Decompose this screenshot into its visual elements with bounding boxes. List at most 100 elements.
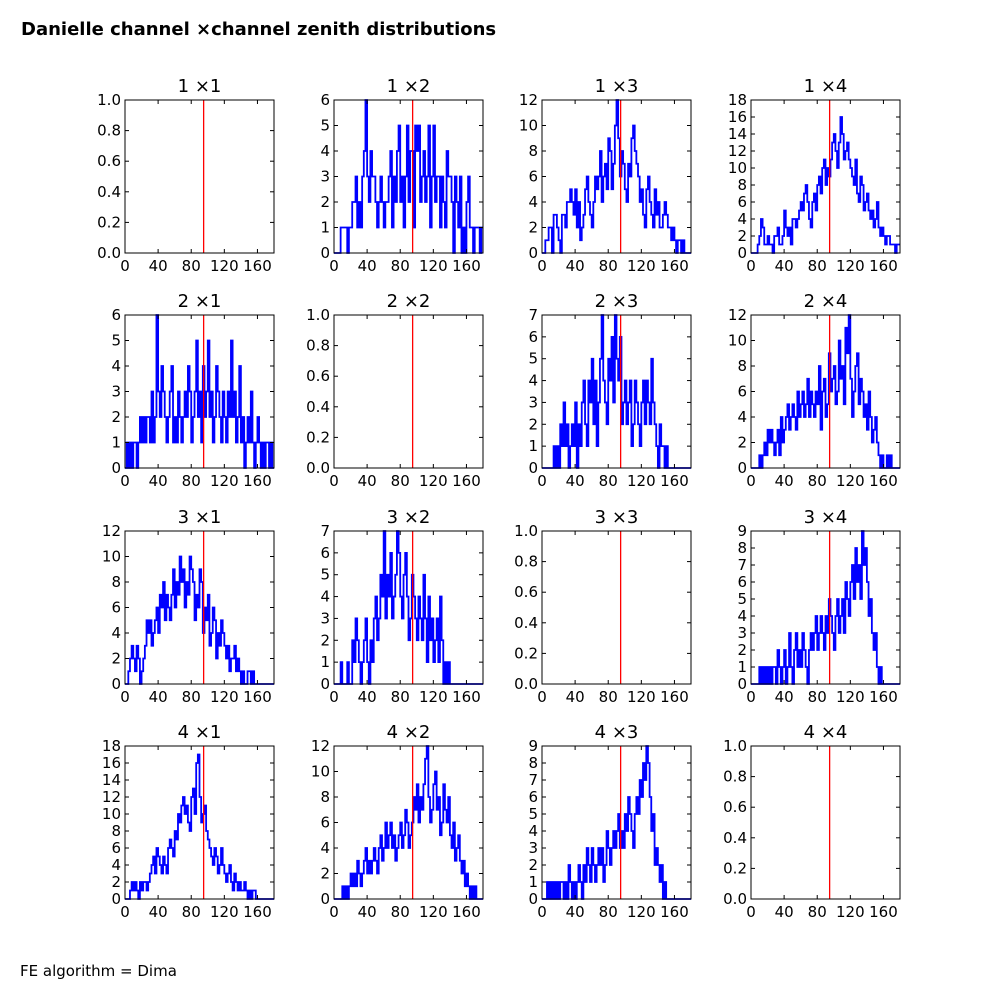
x-tick-label: 120	[836, 903, 865, 921]
x-tick-label: 0	[537, 257, 547, 275]
y-tick-label: 18	[728, 91, 747, 109]
axes-frame	[750, 745, 901, 900]
y-tick-label: 4	[320, 142, 330, 160]
y-tick-label: 5	[737, 590, 747, 608]
x-tick-label: 120	[419, 472, 448, 490]
histogram-line	[751, 314, 900, 469]
histogram-line	[542, 314, 691, 469]
y-tick-label: 7	[737, 556, 747, 574]
y-tick-label: 8	[737, 357, 747, 375]
histogram-line	[334, 530, 483, 685]
y-tick-label: 10	[102, 548, 121, 566]
subplot-title: 1 ×1	[178, 76, 222, 97]
y-tick-label: 4	[737, 408, 747, 426]
y-tick-label: 0	[528, 244, 538, 262]
subplot: 2 ×3 0 40 80 120 160 0 1 2 3 4 5 6 7	[528, 291, 692, 490]
y-tick-label: 2	[320, 631, 330, 649]
subplot-title: 3 ×3	[595, 507, 639, 528]
axes-frame	[541, 530, 692, 685]
y-tick-label: 6	[737, 383, 747, 401]
subplot-title: 2 ×3	[595, 291, 639, 312]
y-tick-label: 14	[728, 125, 747, 143]
y-tick-label: 1	[528, 437, 538, 455]
y-tick-label: 0.2	[97, 213, 121, 231]
x-tick-label: 80	[391, 903, 410, 921]
y-tick-label: 5	[528, 350, 538, 368]
y-tick-label: 8	[737, 176, 747, 194]
figure-title: Danielle channel ×channel zenith distrib…	[21, 19, 497, 40]
y-tick-label: 0	[528, 890, 538, 908]
y-tick-label: 0.0	[514, 675, 538, 693]
subplot-title: 1 ×4	[804, 76, 848, 97]
x-tick-label: 40	[358, 903, 377, 921]
y-tick-label: 6	[320, 814, 330, 832]
y-tick-label: 0.6	[514, 583, 538, 601]
y-tick-label: 2	[528, 219, 538, 237]
x-tick-label: 0	[120, 257, 130, 275]
x-tick-label: 160	[869, 688, 898, 706]
x-tick-label: 120	[627, 688, 656, 706]
y-tick-label: 1.0	[97, 91, 121, 109]
subplot: 4 ×2 0 40 80 120 160 0 2 4 6 8 10 12	[311, 722, 484, 921]
axes-frame	[333, 314, 484, 469]
y-tick-label: 0	[111, 675, 121, 693]
x-tick-label: 160	[243, 903, 272, 921]
y-tick-label: 4	[528, 193, 538, 211]
x-tick-label: 80	[599, 688, 618, 706]
y-tick-label: 8	[111, 822, 121, 840]
x-tick-label: 160	[660, 903, 689, 921]
y-tick-label: 12	[311, 737, 330, 755]
y-tick-label: 1	[320, 653, 330, 671]
y-tick-label: 14	[102, 771, 121, 789]
x-tick-label: 80	[391, 688, 410, 706]
histogram-line	[542, 99, 691, 254]
x-tick-label: 40	[358, 257, 377, 275]
subplot: 1 ×3 0 40 80 120 160 0 2 4 6 8 10 12	[519, 76, 692, 275]
y-tick-label: 0.0	[723, 890, 747, 908]
y-tick-label: 8	[320, 788, 330, 806]
y-tick-label: 2	[111, 650, 121, 668]
y-tick-label: 0.4	[723, 829, 747, 847]
y-tick-label: 4	[320, 839, 330, 857]
y-tick-label: 3	[737, 624, 747, 642]
y-tick-label: 4	[528, 372, 538, 390]
y-tick-label: 1.0	[514, 522, 538, 540]
y-tick-label: 6	[320, 91, 330, 109]
y-tick-label: 2	[111, 408, 121, 426]
x-tick-label: 40	[566, 257, 585, 275]
y-tick-label: 7	[528, 771, 538, 789]
histogram-line	[125, 753, 274, 900]
y-tick-label: 0.2	[514, 644, 538, 662]
x-tick-label: 80	[599, 472, 618, 490]
x-tick-label: 80	[182, 688, 201, 706]
y-tick-label: 0.4	[97, 183, 121, 201]
axes-frame	[124, 745, 275, 900]
x-tick-label: 80	[808, 903, 827, 921]
subplot: 2 ×2 0 40 80 120 160 0.0 0.2 0.4 0.6 0.8 1.0	[306, 291, 484, 490]
y-tick-label: 4	[111, 624, 121, 642]
x-tick-label: 120	[836, 257, 865, 275]
x-tick-label: 40	[775, 903, 794, 921]
subplot: 3 ×1 0 40 80 120 160 0 2 4 6 8 10 12	[102, 507, 275, 706]
x-tick-label: 160	[660, 257, 689, 275]
y-tick-label: 6	[737, 573, 747, 591]
axes-frame	[124, 99, 275, 254]
subplot-title: 3 ×1	[178, 507, 222, 528]
y-tick-label: 10	[728, 332, 747, 350]
x-tick-label: 0	[746, 472, 756, 490]
y-tick-label: 18	[102, 737, 121, 755]
y-tick-label: 0	[737, 244, 747, 262]
y-tick-label: 9	[528, 737, 538, 755]
x-tick-label: 40	[149, 903, 168, 921]
x-tick-label: 0	[120, 903, 130, 921]
x-tick-label: 40	[566, 472, 585, 490]
x-tick-label: 120	[627, 257, 656, 275]
x-tick-label: 160	[869, 472, 898, 490]
x-tick-label: 120	[210, 257, 239, 275]
x-tick-label: 160	[452, 472, 481, 490]
